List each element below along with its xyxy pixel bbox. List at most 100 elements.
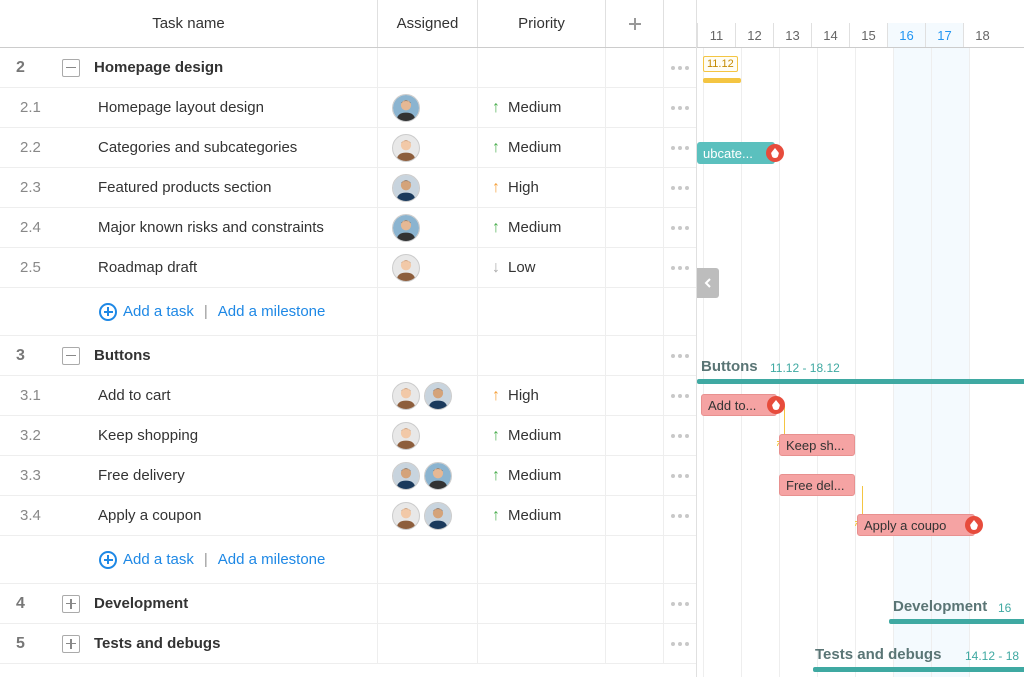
row-menu-icon[interactable] — [671, 106, 689, 110]
group-name: Homepage design — [94, 59, 223, 76]
add-plus-icon[interactable] — [99, 303, 117, 321]
row-menu-icon[interactable] — [671, 354, 689, 358]
priority-label: Medium — [508, 139, 561, 156]
task-table: Task name Assigned Priority 2 Homepage d… — [0, 0, 697, 677]
avatar[interactable] — [392, 382, 420, 410]
date-cell[interactable]: 12 — [735, 23, 773, 47]
add-column-button[interactable] — [606, 0, 664, 47]
gantt-group-label[interactable]: Buttons — [701, 358, 758, 375]
task-name: Keep shopping — [98, 427, 198, 444]
gantt-bar[interactable]: ubcate... — [697, 142, 775, 164]
task-row[interactable]: 3.3 Free delivery ↑ Medium — [0, 456, 696, 496]
priority-label: Medium — [508, 507, 561, 524]
gantt-bar[interactable]: Keep sh... — [779, 434, 855, 456]
add-plus-icon[interactable] — [99, 551, 117, 569]
add-row: Add a task | Add a milestone — [0, 288, 696, 336]
gantt-bar[interactable]: Free del... — [779, 474, 855, 496]
avatar[interactable] — [392, 134, 420, 162]
gantt-group-label[interactable]: Development — [893, 598, 987, 615]
gantt-bar[interactable]: Apply a coupo — [857, 514, 975, 536]
gantt-group-dates: 16 — [998, 601, 1011, 615]
date-cell[interactable]: 15 — [849, 23, 887, 47]
row-number: 5 — [16, 635, 48, 653]
group-row[interactable]: 5 Tests and debugs — [0, 624, 696, 664]
row-menu-icon[interactable] — [671, 642, 689, 646]
row-number: 3 — [16, 347, 48, 365]
collapse-toggle-icon[interactable] — [62, 595, 80, 613]
collapse-toggle-icon[interactable] — [62, 347, 80, 365]
row-number: 3.2 — [20, 427, 52, 444]
column-header-priority[interactable]: Priority — [478, 0, 606, 47]
task-row[interactable]: 2.1 Homepage layout design ↑ Medium — [0, 88, 696, 128]
avatar[interactable] — [392, 174, 420, 202]
column-header-assigned[interactable]: Assigned — [378, 0, 478, 47]
date-cell[interactable]: 11 — [697, 23, 735, 47]
collapse-panel-button[interactable] — [697, 268, 719, 298]
task-row[interactable]: 3.2 Keep shopping ↑ Medium — [0, 416, 696, 456]
task-row[interactable]: 2.3 Featured products section ↑ High — [0, 168, 696, 208]
collapse-toggle-icon[interactable] — [62, 635, 80, 653]
gantt-group-dates: 14.12 - 18 — [965, 649, 1019, 663]
gantt-group-label[interactable]: Tests and debugs — [815, 646, 941, 663]
avatar[interactable] — [392, 214, 420, 242]
task-row[interactable]: 2.2 Categories and subcategories ↑ Mediu… — [0, 128, 696, 168]
avatar[interactable] — [392, 502, 420, 530]
task-row[interactable]: 2.5 Roadmap draft ↓ Low — [0, 248, 696, 288]
flame-icon — [766, 144, 784, 162]
avatar[interactable] — [392, 422, 420, 450]
avatar[interactable] — [424, 382, 452, 410]
date-cell[interactable]: 18 — [963, 23, 1001, 47]
task-row[interactable]: 3.1 Add to cart ↑ High — [0, 376, 696, 416]
gantt-timeline: 1112131415161718 11.12ubcate...Add to...… — [697, 0, 1024, 677]
add-milestone-link[interactable]: Add a milestone — [218, 551, 326, 568]
task-name: Categories and subcategories — [98, 139, 297, 156]
task-name: Homepage layout design — [98, 99, 264, 116]
gantt-group-bar[interactable] — [697, 379, 1024, 384]
group-name: Tests and debugs — [94, 635, 220, 652]
avatar[interactable] — [424, 502, 452, 530]
gantt-bar[interactable]: Add to... — [701, 394, 777, 416]
group-row[interactable]: 3 Buttons — [0, 336, 696, 376]
row-menu-icon[interactable] — [671, 266, 689, 270]
row-menu-icon[interactable] — [671, 434, 689, 438]
add-milestone-link[interactable]: Add a milestone — [218, 303, 326, 320]
task-row[interactable]: 3.4 Apply a coupon ↑ Medium — [0, 496, 696, 536]
add-task-link[interactable]: Add a task — [123, 551, 194, 568]
priority-arrow-icon: ↑ — [492, 219, 500, 237]
gantt-bar-summary[interactable] — [703, 78, 741, 83]
row-number: 2.1 — [20, 99, 52, 116]
date-cell[interactable]: 17 — [925, 23, 963, 47]
gantt-group-bar[interactable] — [813, 667, 1024, 672]
avatar[interactable] — [392, 254, 420, 282]
row-number: 2.5 — [20, 259, 52, 276]
group-name: Development — [94, 595, 188, 612]
group-row[interactable]: 4 Development — [0, 584, 696, 624]
gantt-group-bar[interactable] — [889, 619, 1024, 624]
row-menu-icon[interactable] — [671, 394, 689, 398]
task-name: Roadmap draft — [98, 259, 197, 276]
collapse-toggle-icon[interactable] — [62, 59, 80, 77]
avatar[interactable] — [392, 94, 420, 122]
row-menu-icon[interactable] — [671, 602, 689, 606]
avatar[interactable] — [392, 462, 420, 490]
task-row[interactable]: 2.4 Major known risks and constraints ↑ … — [0, 208, 696, 248]
avatar[interactable] — [424, 462, 452, 490]
group-row[interactable]: 2 Homepage design — [0, 48, 696, 88]
date-cell[interactable]: 13 — [773, 23, 811, 47]
column-header-task[interactable]: Task name — [0, 0, 378, 47]
priority-arrow-icon: ↓ — [492, 259, 500, 277]
row-menu-icon[interactable] — [671, 474, 689, 478]
add-row: Add a task | Add a milestone — [0, 536, 696, 584]
row-menu-icon[interactable] — [671, 514, 689, 518]
row-menu-icon[interactable] — [671, 66, 689, 70]
timeline-header: 1112131415161718 — [697, 0, 1024, 48]
add-task-link[interactable]: Add a task — [123, 303, 194, 320]
task-name: Apply a coupon — [98, 507, 201, 524]
gantt-group-dates: 11.12 - 18.12 — [770, 361, 840, 375]
priority-arrow-icon: ↑ — [492, 139, 500, 157]
date-cell[interactable]: 14 — [811, 23, 849, 47]
date-cell[interactable]: 16 — [887, 23, 925, 47]
row-menu-icon[interactable] — [671, 146, 689, 150]
row-menu-icon[interactable] — [671, 186, 689, 190]
row-menu-icon[interactable] — [671, 226, 689, 230]
